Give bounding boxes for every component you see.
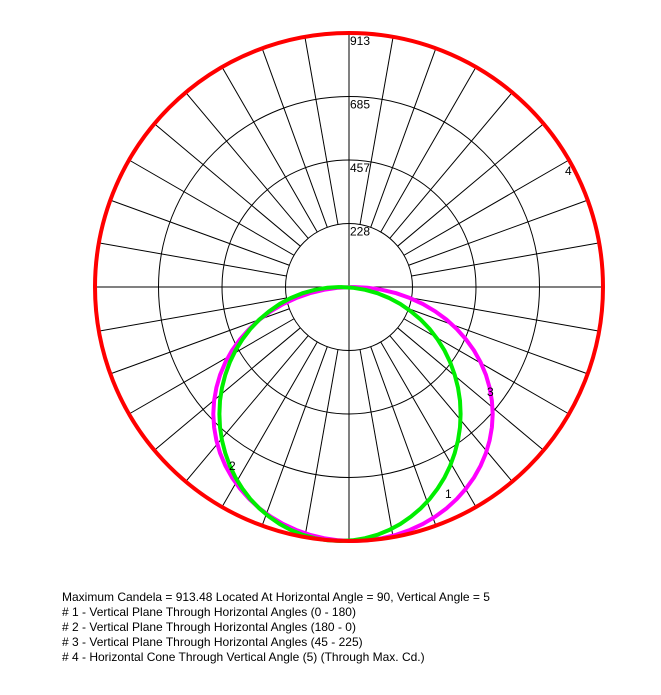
radial-tick-label: 913 [350, 34, 370, 48]
grid-spoke [128, 318, 295, 415]
radial-tick-label: 228 [350, 225, 370, 239]
series-label-4: 4 [565, 164, 572, 178]
max-candela-line: Maximum Candela = 913.48 Located At Hori… [62, 590, 490, 604]
grid-spoke [403, 159, 570, 256]
grid-spoke [110, 199, 290, 266]
legend-line-1: # 1 - Vertical Plane Through Horizontal … [62, 605, 356, 619]
grid-spoke [261, 48, 328, 228]
grid-spoke [389, 92, 513, 239]
grid-spoke [221, 66, 318, 233]
candela-curves [93, 31, 605, 544]
grid-spoke [304, 36, 339, 225]
series-label-3: 3 [487, 385, 494, 399]
grid-spoke [408, 199, 588, 266]
grid-spoke [370, 48, 437, 228]
grid-spoke [397, 123, 544, 247]
chart-caption: Maximum Candela = 913.48 Located At Hori… [62, 590, 490, 665]
series-label-2: 2 [229, 459, 236, 473]
grid-spoke [185, 335, 309, 482]
grid-spoke [403, 318, 570, 415]
legend-line-2: # 2 - Vertical Plane Through Horizontal … [62, 620, 356, 634]
series-number-labels: 4 3 1 2 [229, 164, 572, 501]
grid-spoke [397, 327, 544, 451]
legend-line-3: # 3 - Vertical Plane Through Horizontal … [62, 635, 363, 649]
grid-spoke [154, 123, 301, 247]
grid-spoke [380, 341, 477, 508]
grid-spoke [359, 36, 394, 225]
grid-spoke [411, 242, 600, 277]
radial-tick-label: 457 [350, 161, 370, 175]
grid-spoke [380, 66, 477, 233]
grid-spoke [154, 327, 301, 451]
grid-spoke [128, 159, 295, 256]
radial-tick-label: 685 [350, 98, 370, 112]
grid-spoke [98, 242, 287, 277]
series-4-curve [93, 31, 605, 543]
radial-tick-labels: 228 457 685 913 [350, 34, 370, 239]
grid-spoke [185, 92, 309, 239]
grid-spoke [98, 297, 287, 332]
grid-spoke [261, 346, 328, 526]
series-label-1: 1 [445, 487, 452, 501]
grid-spoke [411, 297, 600, 332]
grid-spoke [304, 349, 339, 538]
legend-line-4: # 4 - Horizontal Cone Through Vertical A… [62, 650, 425, 664]
grid-spoke [370, 346, 437, 526]
polar-chart: 228 457 685 913 4 3 1 2 [93, 31, 605, 544]
grid-spoke [359, 349, 394, 538]
grid-spoke [389, 335, 513, 482]
grid-spoke [408, 308, 588, 375]
